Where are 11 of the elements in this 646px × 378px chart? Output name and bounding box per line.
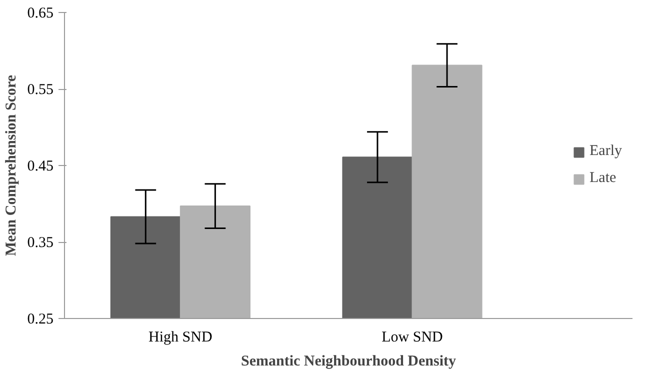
legend-label: Early: [590, 143, 622, 160]
y-tick-label: 0.55: [27, 82, 54, 98]
y-tick-label: 0.45: [27, 158, 54, 174]
x-axis-title: Semantic Neighbourhood Density: [240, 354, 457, 370]
x-tick-label: Low SND: [382, 330, 444, 346]
y-tick-label: 0.65: [27, 6, 54, 22]
y-tick-label: 0.35: [27, 235, 54, 251]
y-tick-label: 0.25: [27, 312, 54, 328]
y-axis-title: Mean Comprehension Score: [3, 74, 20, 256]
x-tick-label: High SND: [148, 330, 212, 346]
legend-label: Late: [590, 170, 616, 187]
